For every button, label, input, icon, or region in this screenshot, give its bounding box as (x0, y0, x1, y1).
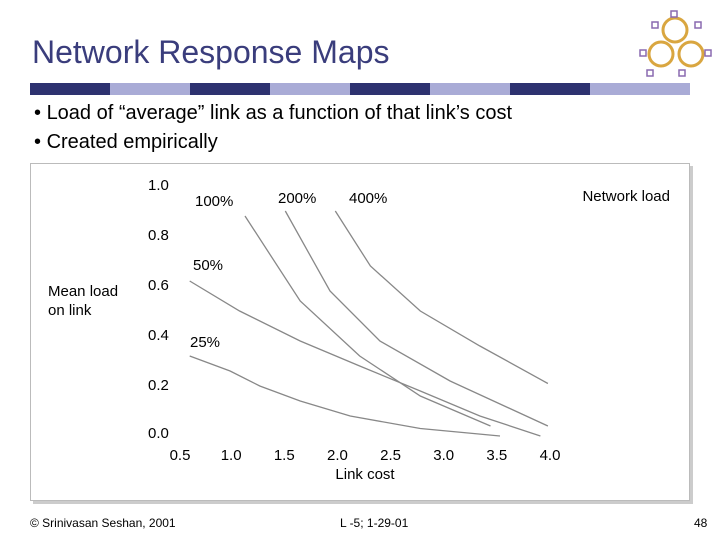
bullet: • Created empirically (34, 131, 218, 153)
x-tick-label: 1.5 (274, 447, 295, 464)
y-tick-label: 1.0 (148, 177, 169, 194)
x-tick-label: 3.0 (433, 447, 454, 464)
chart-panel (30, 163, 690, 501)
annotation: Network load (582, 188, 670, 205)
logo (639, 10, 712, 77)
x-tick-label: 4.0 (540, 447, 561, 464)
y-axis-label: Mean load on link (48, 283, 119, 319)
series-label: 25% (190, 334, 220, 351)
series-label: 200% (278, 190, 316, 207)
x-tick-label: 2.5 (380, 447, 401, 464)
footer-left: © Srinivasan Seshan, 2001 (30, 516, 176, 530)
line (189, 280, 541, 437)
series-label: 50% (193, 257, 223, 274)
x-tick-label: 0.5 (170, 447, 191, 464)
x-tick-label: 3.5 (486, 447, 507, 464)
line (334, 210, 549, 385)
series-label: 400% (349, 190, 387, 207)
bullet-text: Load of “average” link as a function of … (46, 102, 513, 124)
bullet-text: Created empirically (46, 131, 218, 153)
x-tick-label: 1.0 (221, 447, 242, 464)
slide-title: Network Response Maps (32, 34, 390, 70)
y-tick-label: 0.8 (148, 227, 169, 244)
bullet: • Load of “average” link as a function o… (34, 102, 513, 124)
y-tick-label: 0.6 (148, 277, 169, 294)
chart: Link cost Network load 0.0 0.2 0.4 0.6 0.8 1.… (148, 177, 670, 483)
footer-center: L -5; 1-29-01 (340, 516, 409, 530)
y-tick-label: 0.0 (148, 425, 169, 442)
line (284, 210, 549, 427)
line (189, 355, 501, 437)
y-tick-label: 0.2 (148, 377, 169, 394)
y-tick-label: 0.4 (148, 327, 169, 344)
x-tick-label: 2.0 (327, 447, 348, 464)
x-axis-label: Link cost (335, 466, 395, 483)
page-number: 48 (694, 516, 708, 530)
series-label: 100% (195, 193, 233, 210)
line (244, 215, 491, 427)
